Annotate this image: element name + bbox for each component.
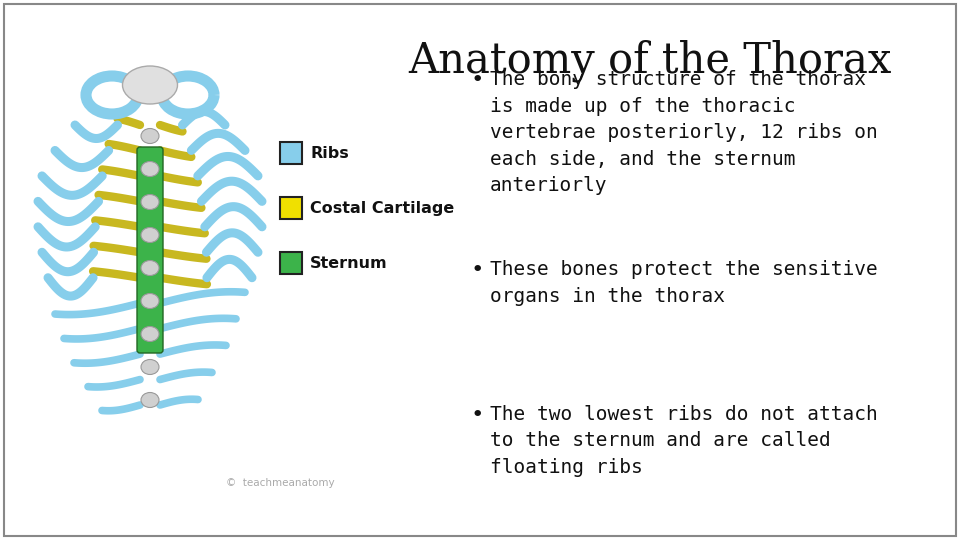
Ellipse shape (141, 161, 159, 177)
Text: Sternum: Sternum (310, 255, 388, 271)
Text: •: • (470, 260, 484, 280)
Text: Anatomy of the Thorax: Anatomy of the Thorax (408, 40, 892, 83)
Text: Costal Cartilage: Costal Cartilage (310, 200, 454, 215)
Ellipse shape (141, 227, 159, 242)
FancyBboxPatch shape (137, 147, 163, 353)
Ellipse shape (141, 360, 159, 375)
Ellipse shape (141, 294, 159, 308)
Ellipse shape (141, 327, 159, 341)
Ellipse shape (141, 260, 159, 275)
Text: •: • (470, 405, 484, 425)
Ellipse shape (141, 393, 159, 408)
Ellipse shape (141, 194, 159, 210)
Bar (280, 252, 302, 274)
Text: The two lowest ribs do not attach
to the sternum and are called
floating ribs: The two lowest ribs do not attach to the… (490, 405, 877, 477)
Ellipse shape (123, 66, 178, 104)
Bar (280, 197, 302, 219)
Bar (280, 142, 302, 164)
Ellipse shape (141, 129, 159, 144)
Text: The bony structure of the thorax
is made up of the thoracic
vertebrae posteriorl: The bony structure of the thorax is made… (490, 70, 877, 195)
Text: •: • (470, 70, 484, 90)
Text: Ribs: Ribs (310, 145, 348, 160)
Text: ©  teachmeanatomy: © teachmeanatomy (226, 478, 334, 488)
Text: These bones protect the sensitive
organs in the thorax: These bones protect the sensitive organs… (490, 260, 877, 306)
